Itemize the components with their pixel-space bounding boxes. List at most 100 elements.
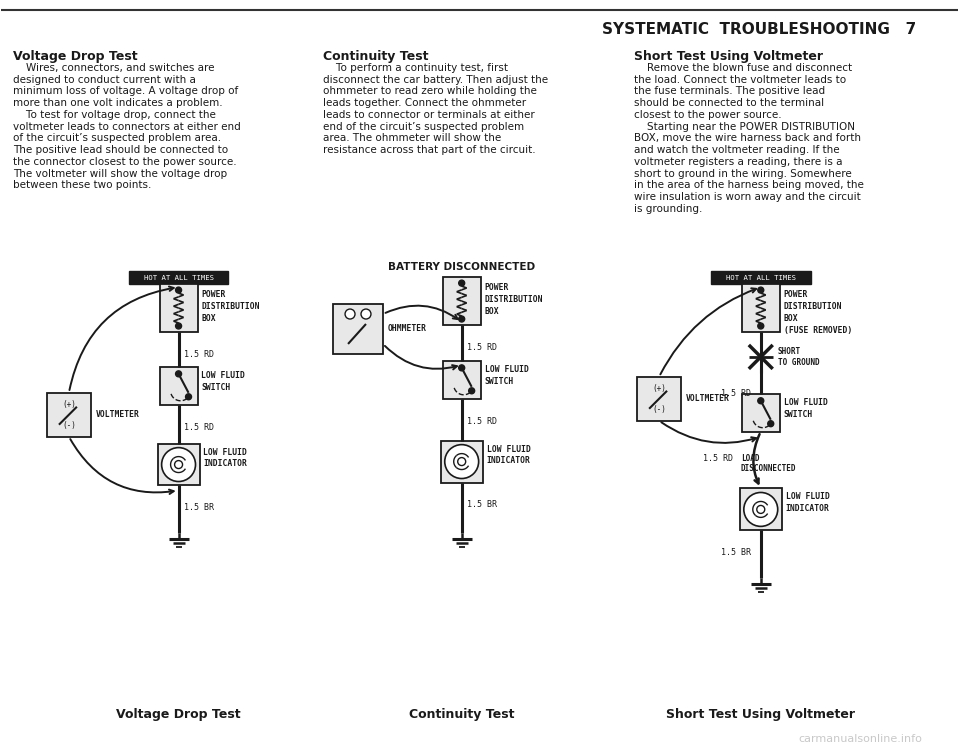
Text: 1.5 RD: 1.5 RD bbox=[703, 454, 732, 463]
Text: end of the circuit’s suspected problem: end of the circuit’s suspected problem bbox=[324, 122, 524, 131]
Text: HOT AT ALL TIMES: HOT AT ALL TIMES bbox=[726, 275, 796, 280]
Text: Continuity Test: Continuity Test bbox=[409, 708, 515, 721]
Bar bbox=[742, 394, 780, 432]
Text: BOX, move the wire harness back and forth: BOX, move the wire harness back and fort… bbox=[635, 134, 861, 143]
Text: LOW FLUID
INDICATOR: LOW FLUID INDICATOR bbox=[204, 448, 248, 468]
Bar bbox=[742, 284, 780, 332]
Text: 1.5 BR: 1.5 BR bbox=[721, 548, 751, 557]
Text: ohmmeter to read zero while holding the: ohmmeter to read zero while holding the bbox=[324, 87, 537, 96]
Text: in the area of the harness being moved, the: in the area of the harness being moved, … bbox=[635, 181, 864, 190]
Text: LOW FLUID
SWITCH: LOW FLUID SWITCH bbox=[485, 365, 529, 386]
Circle shape bbox=[459, 316, 465, 322]
Text: (+): (+) bbox=[652, 383, 666, 393]
Text: OHMMETER: OHMMETER bbox=[388, 325, 427, 333]
Text: BATTERY DISCONNECTED: BATTERY DISCONNECTED bbox=[388, 262, 536, 272]
Circle shape bbox=[756, 506, 765, 513]
Bar bbox=[157, 444, 200, 486]
Text: HOT AT ALL TIMES: HOT AT ALL TIMES bbox=[144, 275, 213, 280]
Text: Short Test Using Voltmeter: Short Test Using Voltmeter bbox=[666, 708, 855, 721]
Text: the fuse terminals. The positive lead: the fuse terminals. The positive lead bbox=[635, 87, 826, 96]
Text: of the circuit’s suspected problem area.: of the circuit’s suspected problem area. bbox=[13, 134, 221, 143]
Circle shape bbox=[345, 309, 355, 319]
Text: The voltmeter will show the voltage drop: The voltmeter will show the voltage drop bbox=[13, 169, 228, 179]
Text: between these two points.: between these two points. bbox=[13, 181, 152, 190]
Text: is grounding.: is grounding. bbox=[635, 204, 703, 214]
FancyArrowPatch shape bbox=[70, 439, 174, 494]
Text: minimum loss of voltage. A voltage drop of: minimum loss of voltage. A voltage drop … bbox=[13, 87, 238, 96]
Circle shape bbox=[176, 371, 181, 377]
Bar bbox=[443, 278, 481, 325]
Circle shape bbox=[185, 394, 192, 400]
Text: and watch the voltmeter reading. If the: and watch the voltmeter reading. If the bbox=[635, 145, 840, 155]
Circle shape bbox=[757, 287, 764, 293]
Bar bbox=[159, 284, 198, 332]
Text: voltmeter leads to connectors at either end: voltmeter leads to connectors at either … bbox=[13, 122, 241, 131]
Text: LOAD
DISCONNECTED: LOAD DISCONNECTED bbox=[741, 454, 797, 473]
Bar bbox=[740, 489, 781, 530]
Text: short to ground in the wiring. Somewhere: short to ground in the wiring. Somewhere bbox=[635, 169, 852, 179]
Text: POWER
DISTRIBUTION
BOX: POWER DISTRIBUTION BOX bbox=[202, 290, 260, 323]
Circle shape bbox=[468, 388, 474, 394]
Circle shape bbox=[744, 492, 778, 527]
Circle shape bbox=[757, 323, 764, 329]
Bar bbox=[441, 441, 483, 483]
Text: LOW FLUID
SWITCH: LOW FLUID SWITCH bbox=[202, 371, 246, 392]
FancyArrowPatch shape bbox=[661, 422, 756, 443]
Bar bbox=[443, 361, 481, 399]
Bar bbox=[129, 271, 228, 284]
Circle shape bbox=[459, 280, 465, 286]
Text: (-): (-) bbox=[62, 421, 76, 430]
Circle shape bbox=[458, 457, 466, 466]
Text: 1.5 RD: 1.5 RD bbox=[183, 423, 213, 432]
Text: the load. Connect the voltmeter leads to: the load. Connect the voltmeter leads to bbox=[635, 75, 847, 84]
Circle shape bbox=[361, 309, 371, 319]
Text: leads together. Connect the ohmmeter: leads together. Connect the ohmmeter bbox=[324, 98, 526, 108]
Text: Voltage Drop Test: Voltage Drop Test bbox=[116, 708, 241, 721]
Circle shape bbox=[161, 448, 196, 481]
Text: 1.5 BR: 1.5 BR bbox=[183, 504, 213, 513]
Text: SHORT
TO GROUND: SHORT TO GROUND bbox=[778, 347, 819, 366]
Circle shape bbox=[175, 460, 182, 468]
Text: resistance across that part of the circuit.: resistance across that part of the circu… bbox=[324, 145, 536, 155]
Text: (-): (-) bbox=[652, 405, 666, 414]
Text: the connector closest to the power source.: the connector closest to the power sourc… bbox=[13, 157, 237, 167]
Circle shape bbox=[757, 398, 764, 404]
Text: SYSTEMATIC  TROUBLESHOOTING   7: SYSTEMATIC TROUBLESHOOTING 7 bbox=[602, 22, 916, 37]
FancyArrowPatch shape bbox=[386, 306, 458, 319]
Circle shape bbox=[768, 421, 774, 427]
Circle shape bbox=[459, 365, 465, 371]
Text: area. The ohmmeter will show the: area. The ohmmeter will show the bbox=[324, 134, 501, 143]
FancyArrowPatch shape bbox=[754, 434, 759, 483]
Text: Starting near the POWER DISTRIBUTION: Starting near the POWER DISTRIBUTION bbox=[635, 122, 855, 131]
Circle shape bbox=[176, 287, 181, 293]
Text: LOW FLUID
SWITCH: LOW FLUID SWITCH bbox=[783, 398, 828, 419]
Text: designed to conduct current with a: designed to conduct current with a bbox=[13, 75, 196, 84]
FancyArrowPatch shape bbox=[660, 288, 756, 374]
Text: (+): (+) bbox=[62, 400, 76, 409]
FancyArrowPatch shape bbox=[69, 286, 174, 390]
Text: 1.5 RD: 1.5 RD bbox=[467, 343, 496, 352]
Text: VOLTMETER: VOLTMETER bbox=[96, 410, 140, 419]
Circle shape bbox=[176, 323, 181, 329]
Bar bbox=[333, 304, 383, 354]
Text: VOLTMETER: VOLTMETER bbox=[686, 395, 730, 404]
Text: To perform a continuity test, first: To perform a continuity test, first bbox=[324, 63, 508, 73]
Text: The positive lead should be connected to: The positive lead should be connected to bbox=[13, 145, 228, 155]
Text: 1.5 RD: 1.5 RD bbox=[721, 389, 751, 398]
Text: more than one volt indicates a problem.: more than one volt indicates a problem. bbox=[13, 98, 223, 108]
Text: Wires, connectors, and switches are: Wires, connectors, and switches are bbox=[13, 63, 215, 73]
Text: carmanualsonline.info: carmanualsonline.info bbox=[799, 734, 923, 744]
Bar bbox=[159, 367, 198, 405]
Text: 1.5 BR: 1.5 BR bbox=[467, 501, 496, 510]
Text: voltmeter registers a reading, there is a: voltmeter registers a reading, there is … bbox=[635, 157, 843, 167]
Text: POWER
DISTRIBUTION
BOX
(FUSE REMOVED): POWER DISTRIBUTION BOX (FUSE REMOVED) bbox=[783, 290, 852, 334]
Text: LOW FLUID
INDICATOR: LOW FLUID INDICATOR bbox=[785, 492, 829, 513]
Text: Short Test Using Voltmeter: Short Test Using Voltmeter bbox=[635, 50, 823, 63]
Text: leads to connector or terminals at either: leads to connector or terminals at eithe… bbox=[324, 110, 535, 120]
Bar bbox=[711, 271, 810, 284]
Text: 1.5 RD: 1.5 RD bbox=[183, 350, 213, 359]
Text: wire insulation is worn away and the circuit: wire insulation is worn away and the cir… bbox=[635, 192, 861, 202]
Text: Continuity Test: Continuity Test bbox=[324, 50, 428, 63]
Bar bbox=[47, 393, 91, 436]
Text: closest to the power source.: closest to the power source. bbox=[635, 110, 781, 120]
